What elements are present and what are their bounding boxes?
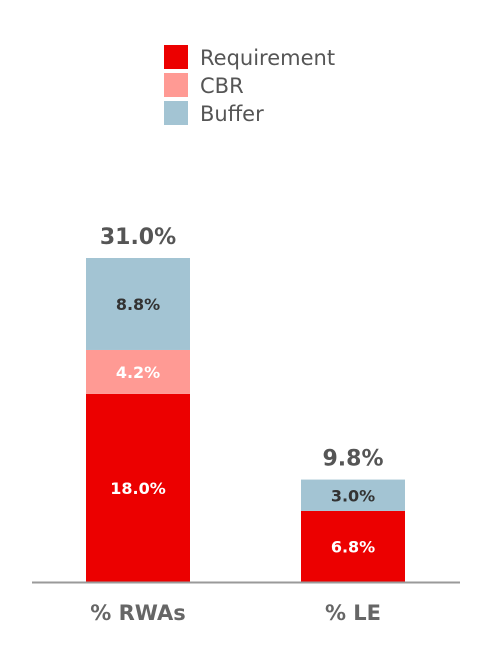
bar-le-buffer — [301, 479, 405, 511]
data-label-rwas-cbr: 4.2% — [116, 363, 160, 382]
legend-swatch-cbr — [164, 73, 188, 97]
bars: 18.0% 4.2% 8.8% 31.0% 6.8% 3.0% 9.8% — [86, 225, 405, 582]
legend-label-requirement: Requirement — [200, 46, 335, 70]
legend-label-buffer: Buffer — [200, 102, 264, 126]
data-label-rwas-requirement: 18.0% — [110, 479, 166, 498]
x-axis-labels: % RWAs % LE — [90, 601, 381, 625]
bar-le-requirement — [301, 510, 405, 582]
data-label-le-buffer: 3.0% — [331, 486, 375, 505]
bar-rwas-requirement — [86, 393, 190, 582]
legend-swatch-buffer — [164, 101, 188, 125]
data-label-le-requirement: 6.8% — [331, 537, 375, 556]
legend-label-cbr: CBR — [200, 74, 244, 98]
category-label-le: % LE — [325, 601, 381, 625]
legend-swatch-requirement — [164, 45, 188, 69]
data-label-rwas-buffer: 8.8% — [116, 295, 160, 314]
bar-rwas-buffer — [86, 258, 190, 350]
category-label-rwas: % RWAs — [90, 601, 186, 625]
bar-rwas-cbr — [86, 349, 190, 394]
legend: Requirement CBR Buffer — [164, 45, 335, 126]
total-label-le: 9.8% — [322, 447, 383, 472]
total-label-rwas: 31.0% — [100, 225, 176, 250]
